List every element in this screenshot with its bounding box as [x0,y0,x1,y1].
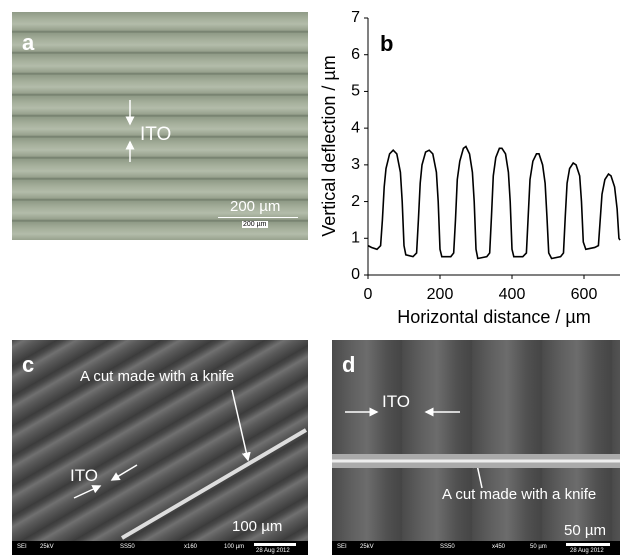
info-bar: SEI 25kV SS50 x160 100 µm 28 Aug 2012 [12,541,308,555]
scale-bar-inset: 200 µm [242,221,268,228]
info-text: x160 [184,544,198,550]
cut-label: A cut made with a knife [80,368,235,385]
sem-image-d: d ITO A cut made with a knife 50 µm SEI … [332,340,620,555]
y-tick-label: 0 [351,266,360,283]
micrograph-a: a ITO 200 µm 200 µm [12,12,308,240]
info-text: SEI [337,544,347,550]
x-tick-label: 400 [499,286,526,303]
y-tick-label: 7 [351,9,360,26]
info-text: 100 µm [224,544,245,550]
info-text: 28 Aug 2012 [570,548,604,554]
x-tick-label: 600 [571,286,598,303]
chart: b Horizontal distance / µm Vertical defl… [319,9,621,327]
y-tick-label: 3 [351,156,360,173]
y-tick-label: 2 [351,193,360,210]
x-tick-label: 200 [427,286,454,303]
info-text: 25kV [40,544,54,550]
info-text: SEI [17,544,27,550]
panel-label: a [22,30,35,55]
x-axis-label: Horizontal distance / µm [397,307,590,327]
y-axis-label: Vertical deflection / µm [319,55,339,236]
info-bar: SEI 25kV SS50 x450 50 µm 28 Aug 2012 [332,541,620,555]
panel-label: b [380,31,393,56]
info-text: 25kV [360,544,374,550]
x-tick-label: 0 [364,286,373,303]
annotation: ITO [70,466,99,485]
y-tick-label: 5 [351,83,360,100]
scale-bar-label: 100 µm [232,518,283,535]
info-text: x450 [492,544,506,550]
scale-bar [254,543,296,546]
cut [120,428,308,540]
info-text: 50 µm [530,544,547,550]
annotation: ITO [140,124,172,145]
scale-bar [566,543,610,546]
panel-label: c [22,352,35,377]
arrows [73,100,483,499]
cut-label: A cut made with a knife [442,486,597,503]
y-tick-label: 1 [351,230,360,247]
scale-bar-label: 50 µm [564,522,606,539]
scale-bar [218,217,298,218]
sem-image-c: c A cut made with a knife ITO 100 µm SEI… [12,340,308,555]
scale-bar-label: 200 µm [230,198,281,215]
annotation: ITO [382,392,411,411]
info-text: 28 Aug 2012 [256,548,290,554]
y-tick-label: 4 [351,119,360,136]
info-text: SS50 [120,544,135,550]
info-text: SS50 [440,544,455,550]
panel-label: d [342,352,356,377]
y-tick-label: 6 [351,46,360,63]
data-line [367,145,621,260]
